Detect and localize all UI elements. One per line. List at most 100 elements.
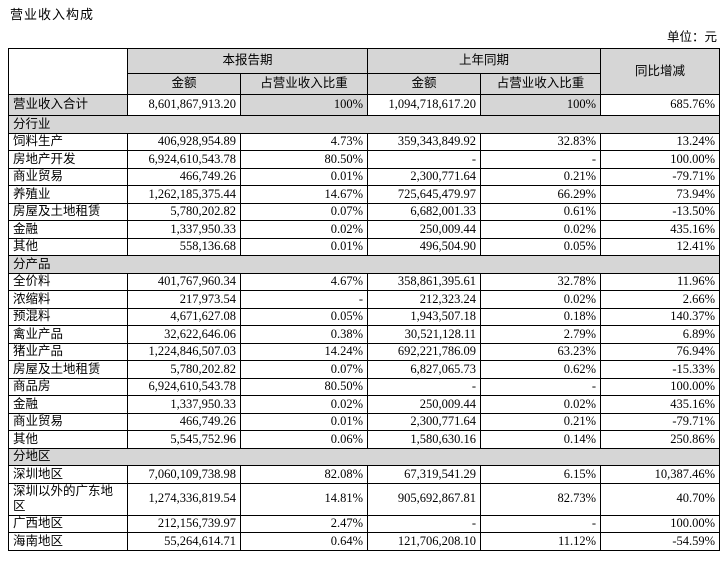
- section-row: 分产品: [7, 255, 721, 274]
- row-label: 海南地区: [8, 532, 128, 551]
- yoy-cell: 685.76%: [600, 94, 721, 116]
- amount-prior-cell: 2,300,771.64: [367, 167, 482, 186]
- data-row: 饲料生产 406,928,954.89 4.73% 359,343,849.92 32.…: [8, 132, 721, 151]
- yoy-cell: 40.70%: [600, 482, 721, 516]
- amount-current-cell: 5,545,752.96: [127, 430, 241, 449]
- row-label: 其他: [8, 430, 128, 449]
- amount-current-cell: 466,749.26: [127, 167, 241, 186]
- ratio-prior-cell: 0.61%: [480, 202, 602, 221]
- ratio-prior-cell: 63.23%: [480, 342, 602, 361]
- ratio-current-cell: 80.50%: [239, 150, 369, 169]
- amount-prior-cell: 2,300,771.64: [367, 412, 482, 431]
- data-row: 海南地区 55,264,614.71 0.64% 121,706,208.10 11.1…: [8, 532, 721, 551]
- amount-current-cell: 1,274,336,819.54: [127, 482, 241, 516]
- header-prior-period: 上年同期: [367, 48, 602, 74]
- ratio-current-cell: 4.73%: [239, 132, 369, 151]
- section-label: 分地区: [7, 447, 721, 466]
- section-row: 分行业: [7, 115, 721, 134]
- row-label: 商业贸易: [8, 412, 128, 431]
- header-row-subcolumns: 金额 占营业收入比重 金额 占营业收入比重: [9, 73, 720, 95]
- amount-current-cell: 1,224,846,507.03: [127, 342, 241, 361]
- header-amount-prior: 金额: [367, 73, 482, 95]
- header-ratio-prior: 占营业收入比重: [480, 73, 602, 95]
- data-row: 养殖业 1,262,185,375.44 14.67% 725,645,479.97 6…: [8, 185, 721, 204]
- yoy-cell: -13.50%: [600, 202, 721, 221]
- amount-current-cell: 1,262,185,375.44: [127, 185, 241, 204]
- ratio-prior-cell: 0.02%: [480, 220, 602, 239]
- amount-prior-cell: -: [367, 514, 482, 533]
- ratio-current-cell: 0.01%: [239, 167, 369, 186]
- ratio-prior-cell: -: [480, 377, 602, 396]
- ratio-prior-cell: 0.05%: [480, 237, 602, 256]
- amount-current-cell: 1,337,950.33: [127, 395, 241, 414]
- data-row: 房屋及土地租赁 5,780,202.82 0.07% 6,682,001.33 0.61…: [8, 202, 721, 221]
- ratio-prior-cell: 0.02%: [480, 395, 602, 414]
- header-yoy: 同比增减: [600, 48, 721, 95]
- row-label: 金融: [8, 395, 128, 414]
- yoy-cell: 2.66%: [600, 290, 721, 309]
- row-label: 猪业产品: [8, 342, 128, 361]
- ratio-current-cell: 82.08%: [239, 465, 369, 484]
- amount-prior-cell: 67,319,541.29: [367, 465, 482, 484]
- ratio-current-cell: 0.07%: [239, 202, 369, 221]
- yoy-cell: -15.33%: [600, 360, 721, 379]
- ratio-prior-cell: 32.83%: [480, 132, 602, 151]
- amount-prior-cell: 30,521,128.11: [367, 325, 482, 344]
- ratio-prior-cell: 0.62%: [480, 360, 602, 379]
- row-label: 房地产开发: [8, 150, 128, 169]
- amount-current-cell: 5,780,202.82: [127, 202, 241, 221]
- yoy-cell: 435.16%: [600, 220, 721, 239]
- amount-prior-cell: 121,706,208.10: [367, 532, 482, 551]
- amount-prior-cell: -: [367, 150, 482, 169]
- ratio-prior-cell: 0.21%: [480, 167, 602, 186]
- yoy-cell: 100.00%: [600, 514, 721, 533]
- row-label: 禽业产品: [8, 325, 128, 344]
- amount-prior-cell: 1,094,718,617.20: [367, 94, 482, 116]
- row-label: 房屋及土地租赁: [8, 360, 128, 379]
- amount-current-cell: 558,136.68: [127, 237, 241, 256]
- data-row: 广西地区 212,156,739.97 2.47% - -100.00%: [8, 514, 721, 533]
- yoy-cell: 100.00%: [600, 150, 721, 169]
- total-row: 营业收入合计 8,601,867,913.20 100% 1,094,718,617.…: [8, 94, 721, 116]
- amount-current-cell: 8,601,867,913.20: [127, 94, 241, 116]
- data-row: 房地产开发 6,924,610,543.78 80.50% - -100.00%: [8, 150, 721, 169]
- ratio-prior-cell: 11.12%: [480, 532, 602, 551]
- table-header: 本报告期 上年同期 同比增减 金额 占营业收入比重 金额 占营业收入比重: [8, 48, 721, 95]
- data-row: 其他 5,545,752.96 0.06% 1,580,630.16 0.14% 250.…: [8, 430, 721, 449]
- ratio-current-cell: -: [239, 290, 369, 309]
- yoy-cell: 250.86%: [600, 430, 721, 449]
- amount-prior-cell: 250,009.44: [367, 395, 482, 414]
- amount-current-cell: 217,973.54: [127, 290, 241, 309]
- ratio-prior-cell: 66.29%: [480, 185, 602, 204]
- data-row: 商业贸易 466,749.26 0.01% 2,300,771.64 0.21% -79.…: [8, 167, 721, 186]
- amount-current-cell: 406,928,954.89: [127, 132, 241, 151]
- ratio-current-cell: 14.81%: [239, 482, 369, 516]
- amount-prior-cell: 250,009.44: [367, 220, 482, 239]
- amount-prior-cell: 1,580,630.16: [367, 430, 482, 449]
- data-row: 其他 558,136.68 0.01% 496,504.90 0.05% 12.41%: [8, 237, 721, 256]
- ratio-current-cell: 0.02%: [239, 395, 369, 414]
- ratio-current-cell: 4.67%: [239, 272, 369, 291]
- unit-label: 单位：元: [666, 30, 717, 44]
- data-row: 金融 1,337,950.33 0.02% 250,009.44 0.02% 435.16…: [8, 395, 721, 414]
- row-label: 广西地区: [8, 514, 128, 533]
- yoy-cell: -79.71%: [600, 167, 721, 186]
- amount-prior-cell: 6,682,001.33: [367, 202, 482, 221]
- amount-prior-cell: 359,343,849.92: [367, 132, 482, 151]
- ratio-prior-cell: 32.78%: [480, 272, 602, 291]
- row-label: 其他: [8, 237, 128, 256]
- yoy-cell: 76.94%: [600, 342, 721, 361]
- ratio-current-cell: 0.01%: [239, 412, 369, 431]
- row-label: 深圳地区: [8, 465, 128, 484]
- ratio-current-cell: 0.05%: [239, 307, 369, 326]
- ratio-prior-cell: 0.18%: [480, 307, 602, 326]
- ratio-prior-cell: 2.79%: [480, 325, 602, 344]
- ratio-current-cell: 0.02%: [239, 220, 369, 239]
- section-label: 分行业: [7, 115, 721, 134]
- ratio-current-cell: 0.01%: [239, 237, 369, 256]
- data-row: 房屋及土地租赁 5,780,202.82 0.07% 6,827,065.73 0.62…: [8, 360, 721, 379]
- ratio-current-cell: 80.50%: [239, 377, 369, 396]
- header-ratio-current: 占营业收入比重: [239, 73, 369, 95]
- header-amount-current: 金额: [127, 73, 241, 95]
- amount-prior-cell: 1,943,507.18: [367, 307, 482, 326]
